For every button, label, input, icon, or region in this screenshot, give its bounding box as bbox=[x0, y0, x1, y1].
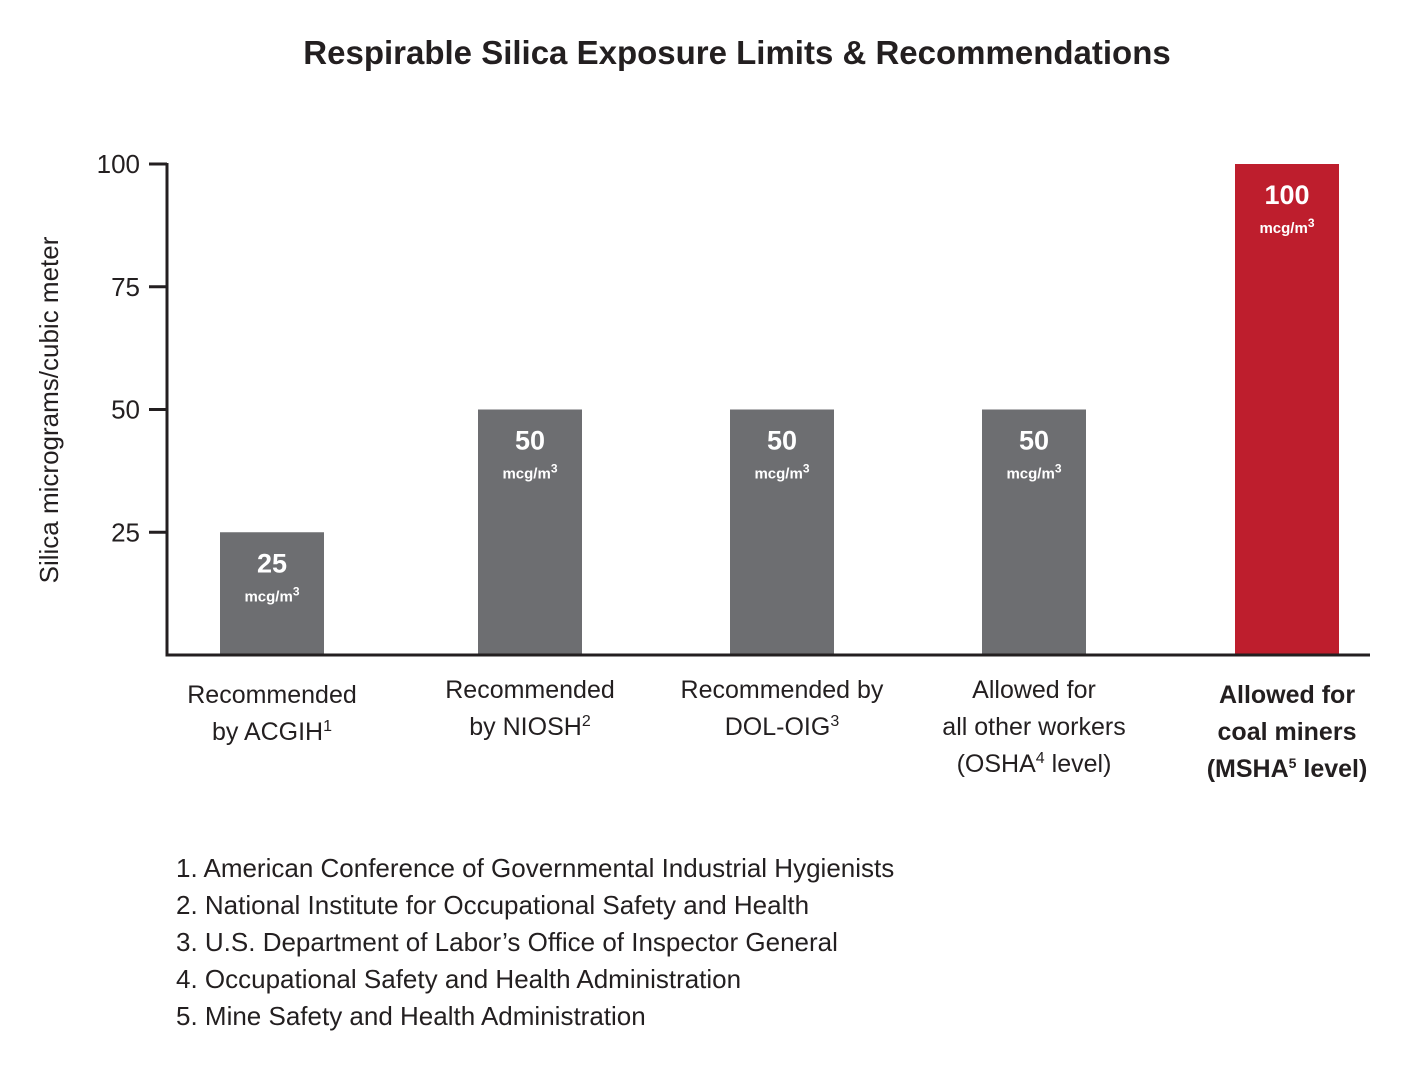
bar-unit-label: mcg/m3 bbox=[1006, 462, 1061, 483]
x-category-label: Allowed for all other workers (OSHA4 level… bbox=[942, 676, 1125, 778]
y-tick-label: 100 bbox=[97, 149, 140, 179]
bar-unit-label: mcg/m3 bbox=[502, 462, 557, 483]
x-category-label: Allowed for coal miners (MSHA5 level) bbox=[1207, 681, 1368, 783]
y-axis-label: Silica micrograms/cubic meter bbox=[34, 236, 64, 583]
labels-layer: 25 mcg/m3 50 mcg/m3 50 mcg/m3 50 mcg/m3 100 mcg/m… bbox=[187, 180, 1367, 783]
bar bbox=[478, 409, 582, 655]
bar-value-label: 25 bbox=[257, 548, 287, 578]
footnote-item: 5. Mine Safety and Health Administration bbox=[176, 1001, 646, 1031]
footnote-item: 2. National Institute for Occupational S… bbox=[176, 890, 810, 920]
bar-value-label: 50 bbox=[515, 426, 545, 456]
bar bbox=[982, 409, 1086, 655]
bar-unit-label: mcg/m3 bbox=[754, 462, 809, 483]
bar-value-label: 100 bbox=[1264, 180, 1309, 210]
bar bbox=[1235, 164, 1339, 655]
bar-unit-label: mcg/m3 bbox=[244, 584, 299, 605]
y-tick-label: 25 bbox=[111, 517, 140, 547]
footnote-item: 4. Occupational Safety and Health Admini… bbox=[176, 964, 742, 994]
y-tick-label: 75 bbox=[111, 272, 140, 302]
bar-chart: Respirable Silica Exposure Limits & Reco… bbox=[34, 34, 1370, 783]
bar-unit-label: mcg/m3 bbox=[1259, 216, 1314, 237]
x-category-label: Recommended by NIOSH2 bbox=[445, 676, 615, 741]
axes-layer: 25 50 75 100 bbox=[97, 149, 1370, 657]
x-category-label: Recommended by DOL-OIG3 bbox=[681, 676, 884, 741]
chart-title: Respirable Silica Exposure Limits & Reco… bbox=[303, 34, 1170, 71]
footnotes-list: 1. American Conference of Governmental I… bbox=[176, 850, 894, 1035]
bar bbox=[220, 532, 324, 655]
footnote-item: 1. American Conference of Governmental I… bbox=[176, 853, 895, 883]
footnote-item: 3. U.S. Department of Labor’s Office of … bbox=[176, 927, 838, 957]
y-tick-label: 50 bbox=[111, 395, 140, 425]
x-category-label: Recommended by ACGIH1 bbox=[187, 681, 357, 746]
bar-value-label: 50 bbox=[1019, 426, 1049, 456]
bar bbox=[730, 409, 834, 655]
bar-value-label: 50 bbox=[767, 426, 797, 456]
bars-layer bbox=[220, 164, 1339, 655]
